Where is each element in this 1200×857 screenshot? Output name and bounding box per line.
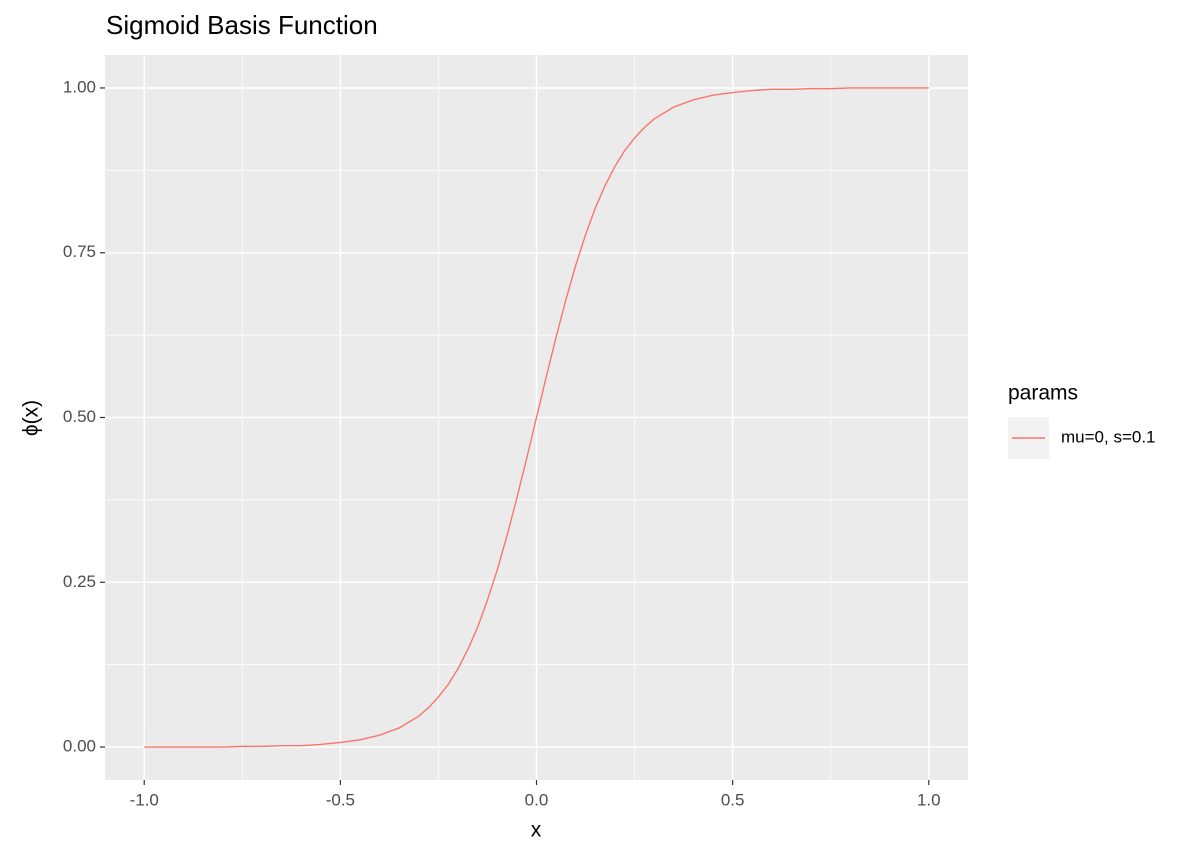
y-tick-label: 0.25 — [63, 572, 96, 591]
x-tick-label: 1.0 — [917, 790, 941, 809]
y-axis-title: ϕ(x) — [20, 400, 43, 436]
y-tick-label: 1.00 — [63, 77, 96, 96]
x-axis-title: x — [531, 819, 542, 842]
y-tick-label: 0.50 — [63, 407, 96, 426]
legend-title: params — [1008, 382, 1078, 405]
series-line — [144, 87, 929, 748]
x-tick-label: -0.5 — [326, 790, 355, 809]
y-tick-label: 0.75 — [63, 242, 96, 261]
x-tick-label: 0.5 — [721, 790, 745, 809]
chart-title: Sigmoid Basis Function — [106, 10, 378, 40]
legend: mu=0, s=0.1 — [1008, 417, 1156, 459]
y-tick-label: 0.00 — [63, 737, 96, 756]
legend-label: mu=0, s=0.1 — [1061, 427, 1156, 446]
x-tick-label: -1.0 — [130, 790, 159, 809]
plot — [144, 87, 929, 748]
x-tick-label: 0.0 — [525, 790, 549, 809]
